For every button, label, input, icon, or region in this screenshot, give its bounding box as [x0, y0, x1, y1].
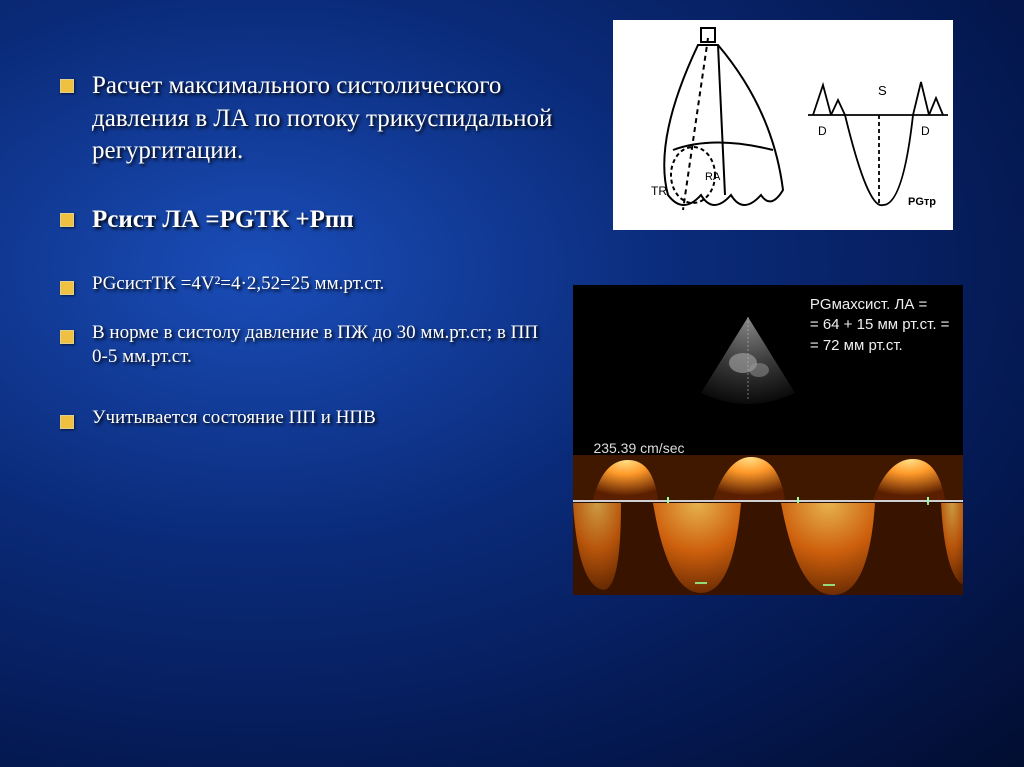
bullet-0: Расчет максимального систолического давл… [60, 70, 553, 168]
echo-sector [693, 315, 803, 405]
heart-diagram: TR RA S D D PGтр [613, 20, 953, 230]
bullet-4: Учитывается состояние ПП и НПВ [60, 406, 553, 431]
echo-calculation: PGмахсист. ЛА = = 64 + 15 мм рт.ст. = = … [810, 295, 950, 356]
label-ra: RA [705, 171, 721, 183]
label-pg: PGтр [908, 196, 936, 208]
label-d2: D [921, 124, 930, 138]
bullet-list: Расчет максимального систолического давл… [60, 70, 553, 431]
bullet-1: Рсист ЛА =PGTК +Рпп [60, 204, 553, 237]
label-d1: D [818, 124, 827, 138]
bullet-3: В норме в систолу давление в ПЖ до 30 мм… [60, 321, 553, 370]
label-tr: TR [651, 184, 667, 198]
doppler-spectrum [573, 425, 963, 595]
bullet-2: PGсистТК =4V²=4·2,52=25 мм.рт.ст. [60, 272, 553, 297]
label-s: S [878, 83, 887, 98]
echo-image: PGмахсист. ЛА = = 64 + 15 мм рт.ст. = = … [573, 285, 963, 595]
